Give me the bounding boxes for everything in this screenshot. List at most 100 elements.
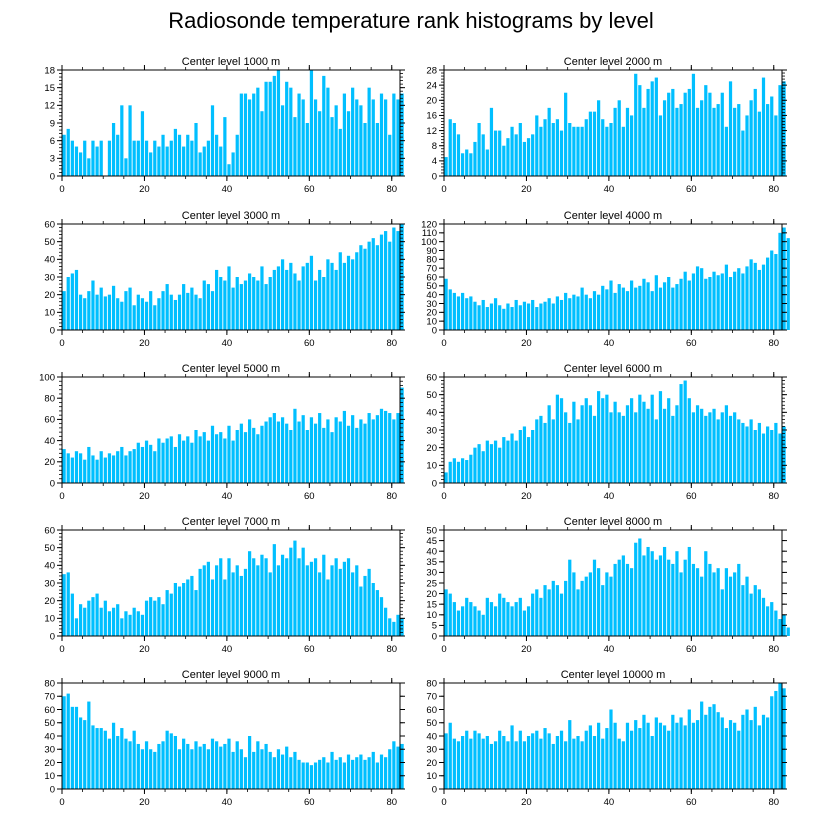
histogram-bar bbox=[716, 419, 720, 483]
histogram-bar bbox=[510, 433, 514, 483]
histogram-bar bbox=[206, 140, 210, 176]
x-tick-label: 60 bbox=[686, 491, 697, 502]
histogram-bar bbox=[621, 126, 625, 176]
histogram-bar bbox=[346, 558, 351, 636]
histogram-bar bbox=[592, 736, 597, 789]
histogram-bar bbox=[132, 305, 136, 330]
histogram-bar bbox=[301, 762, 305, 789]
histogram-bar bbox=[91, 280, 95, 330]
histogram-bar bbox=[153, 305, 157, 330]
x-tick-label: 40 bbox=[222, 797, 233, 808]
histogram-bar bbox=[724, 405, 729, 483]
histogram-bar bbox=[215, 269, 219, 330]
x-tick-label: 80 bbox=[768, 644, 779, 655]
histogram-bar bbox=[198, 298, 202, 330]
histogram-bar bbox=[280, 554, 285, 636]
histogram-bar bbox=[642, 714, 646, 789]
histogram-bar bbox=[301, 547, 305, 636]
histogram-bar bbox=[186, 743, 190, 789]
x-tick-label: 60 bbox=[304, 644, 315, 655]
histogram-bar bbox=[469, 602, 473, 636]
histogram-bar bbox=[629, 730, 634, 789]
y-tick-label: 10 bbox=[44, 771, 55, 782]
histogram-bar bbox=[786, 627, 790, 636]
histogram-bar bbox=[551, 580, 555, 636]
histogram-bar bbox=[786, 238, 790, 330]
histogram-bar bbox=[444, 157, 448, 176]
histogram-bar bbox=[309, 417, 314, 483]
histogram-bar bbox=[210, 105, 215, 176]
x-tick-label: 80 bbox=[768, 338, 779, 349]
y-tick-label: 0 bbox=[432, 478, 437, 489]
histogram-bar bbox=[144, 741, 149, 789]
histogram-bar bbox=[173, 736, 178, 789]
histogram-bar bbox=[683, 725, 687, 789]
histogram-bar bbox=[252, 427, 256, 483]
y-tick-label: 0 bbox=[432, 325, 437, 336]
histogram-bar bbox=[111, 123, 116, 176]
histogram-bar bbox=[448, 289, 452, 330]
histogram-bar bbox=[264, 421, 268, 483]
histogram-bar bbox=[469, 738, 473, 789]
histogram-bar bbox=[256, 434, 260, 483]
histogram-bar bbox=[761, 77, 766, 176]
histogram-bar bbox=[83, 298, 87, 330]
histogram-bar bbox=[584, 576, 588, 636]
histogram-bar bbox=[182, 738, 186, 789]
histogram-bar bbox=[774, 610, 778, 636]
histogram-bar bbox=[526, 736, 531, 789]
histogram-bar bbox=[116, 134, 120, 176]
y-tick-label: 0 bbox=[432, 784, 437, 795]
histogram-bar bbox=[465, 460, 469, 483]
x-tick-label: 0 bbox=[441, 338, 446, 349]
histogram-bar bbox=[572, 738, 576, 789]
histogram-bar bbox=[247, 736, 252, 789]
histogram-bar bbox=[153, 140, 157, 176]
histogram-bar bbox=[276, 749, 281, 789]
histogram-bar bbox=[338, 421, 342, 483]
histogram-bar bbox=[70, 273, 74, 330]
histogram-bar bbox=[219, 146, 223, 176]
histogram-bar bbox=[712, 704, 716, 789]
histogram-bar bbox=[177, 586, 182, 636]
histogram-bar bbox=[493, 130, 498, 176]
histogram-bar bbox=[609, 123, 613, 176]
y-tick-label: 0 bbox=[50, 631, 55, 642]
histogram-bar bbox=[202, 565, 206, 636]
histogram-bar bbox=[498, 305, 502, 330]
histogram-bar bbox=[355, 252, 359, 330]
histogram-bar bbox=[543, 422, 547, 483]
histogram-bar bbox=[186, 579, 190, 636]
histogram-bar bbox=[103, 457, 107, 483]
histogram-bar bbox=[227, 425, 231, 483]
histogram-bar bbox=[489, 107, 494, 176]
histogram-bar bbox=[654, 419, 658, 483]
histogram-bar bbox=[555, 736, 560, 789]
histogram-bar bbox=[477, 305, 481, 330]
histogram-bar bbox=[313, 762, 318, 789]
histogram-bar bbox=[161, 604, 165, 636]
x-tick-label: 20 bbox=[521, 797, 532, 808]
x-tick-label: 0 bbox=[59, 184, 64, 195]
histogram-bar bbox=[559, 130, 564, 176]
histogram-bar bbox=[388, 749, 392, 789]
histogram-bar bbox=[568, 298, 572, 330]
histogram-bar bbox=[452, 602, 456, 636]
histogram-bar bbox=[280, 754, 285, 789]
histogram-bar bbox=[78, 453, 83, 483]
histogram-bar bbox=[597, 100, 601, 176]
histogram-bar bbox=[285, 81, 289, 176]
histogram-bar bbox=[741, 714, 745, 789]
histogram-bar bbox=[687, 546, 691, 636]
histogram-bar bbox=[326, 762, 330, 789]
histogram-bar bbox=[338, 568, 342, 636]
histogram-bar bbox=[318, 413, 322, 483]
x-tick-label: 40 bbox=[604, 338, 615, 349]
histogram-bar bbox=[452, 123, 456, 176]
panel-title: Center level 3000 m bbox=[182, 210, 280, 222]
histogram-bar bbox=[720, 589, 724, 636]
histogram-bar bbox=[247, 99, 252, 176]
histogram-bar bbox=[342, 561, 347, 636]
panel-title: Center level 5000 m bbox=[182, 363, 280, 375]
histogram-bar bbox=[605, 728, 609, 789]
